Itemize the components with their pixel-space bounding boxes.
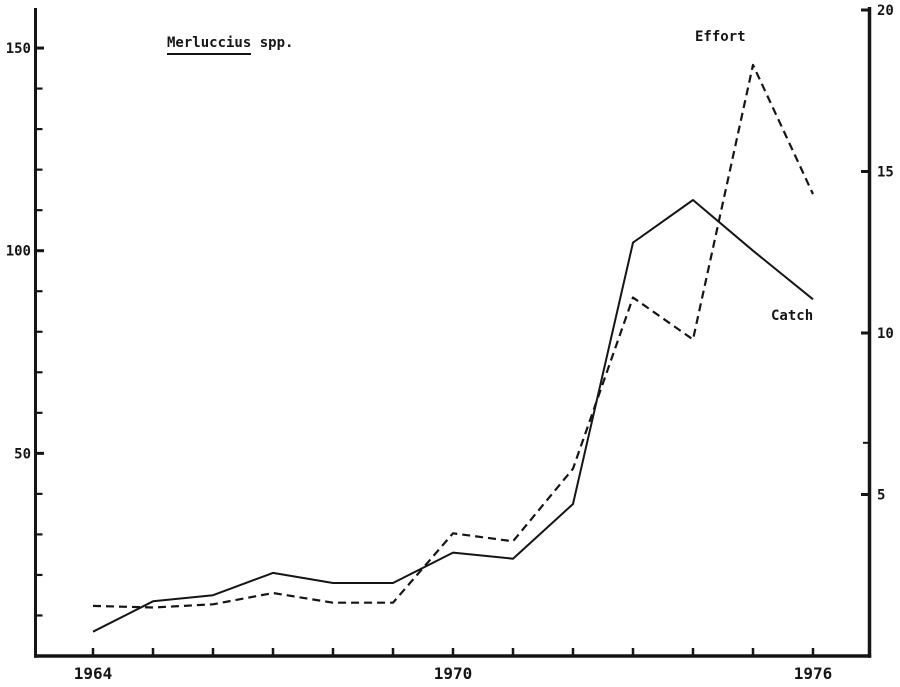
effort-series-label: Effort [695,29,746,45]
left-axis-label-50: 50 [14,446,31,462]
right-axis-ticks [861,8,869,496]
right-axis-label-5: 5 [877,488,885,504]
chart-title-genus: Merluccius [167,35,252,55]
x-axis-label-1970: 1970 [434,664,473,683]
right-axis-label-20: 20 [877,3,894,19]
right-axis-label-10: 10 [877,326,894,342]
x-axis-ticks [91,648,815,655]
x-axis-labels: 1964 1970 1976 [74,664,833,683]
x-axis-label-1976: 1976 [794,664,833,683]
data-series [92,63,814,633]
effort-line [92,63,814,609]
left-axis-label-100: 100 [6,244,31,260]
chart-title: Merluccius spp. [167,35,294,55]
axes [34,7,872,658]
x-axis-label-1964: 1964 [74,664,113,683]
left-axis-label-150: 150 [6,41,31,57]
right-axis-label-15: 15 [877,165,894,181]
catch-series-label: Catch [771,308,814,324]
right-axis-labels: 5 10 15 20 [877,3,894,504]
left-axis-ticks [36,46,44,617]
catch-line [92,199,814,633]
chart-title-suffix: spp. [251,35,294,51]
left-axis-labels: 50 100 150 [6,41,31,462]
